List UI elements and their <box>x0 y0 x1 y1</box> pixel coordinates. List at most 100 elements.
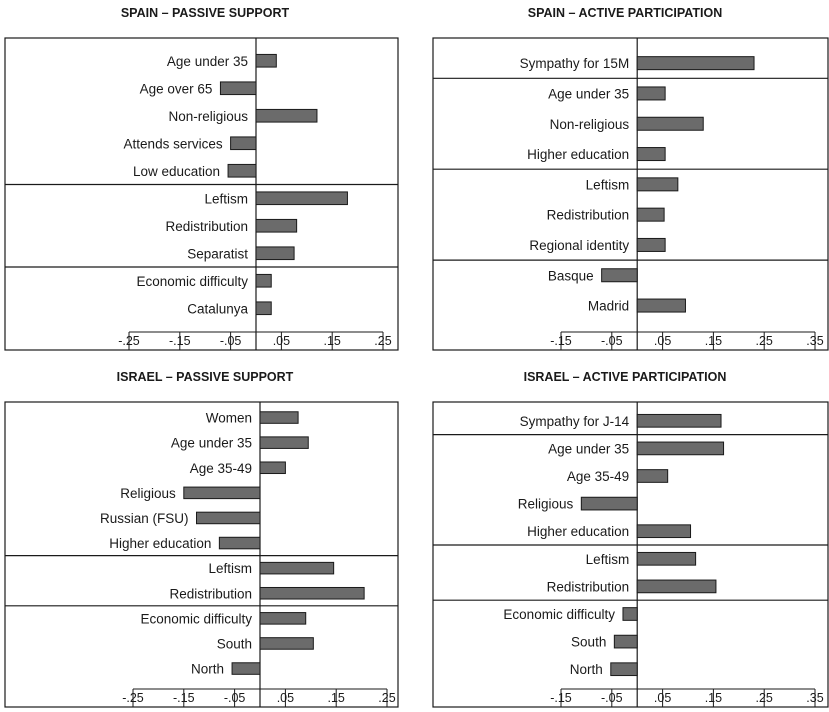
israel-passive-category-label: Higher education <box>109 536 211 551</box>
spain-passive-frame <box>4 37 399 351</box>
israel-active-bar <box>580 496 638 511</box>
israel-passive-x-tick-label: -.25 <box>122 691 144 705</box>
israel-active-frame <box>432 401 829 708</box>
spain-passive-title: SPAIN – PASSIVE SUPPORT <box>121 6 290 20</box>
israel-passive-bar <box>259 411 299 424</box>
spain-passive-x-tick-label: .15 <box>324 334 341 348</box>
spain-active-category-label: Higher education <box>527 147 629 162</box>
spain-active-category-label: Basque <box>548 268 594 283</box>
israel-active-category-label: Economic difficulty <box>503 607 615 622</box>
israel-active-bar <box>622 607 638 621</box>
israel-passive-category-label: Age 35-49 <box>190 461 252 476</box>
spain-active-bar <box>636 56 755 71</box>
spain-passive-category-label: Catalunya <box>187 301 248 316</box>
spain-active-category-label: Regional identity <box>529 238 629 253</box>
israel-passive-category-label: Women <box>206 411 252 426</box>
israel-active-bar <box>636 413 722 428</box>
israel-passive-title: ISRAEL – PASSIVE SUPPORT <box>117 370 294 384</box>
israel-active-bar <box>636 551 697 566</box>
israel-active-x-tick-label: .15 <box>705 691 722 705</box>
spain-active-bar <box>601 268 638 283</box>
spain-active-category-label: Leftism <box>586 177 630 192</box>
spain-passive-bar <box>255 218 298 233</box>
spain-active-bar <box>636 116 704 131</box>
israel-active-bar <box>636 579 717 594</box>
israel-passive-bar <box>218 536 261 550</box>
spain-active-bar <box>636 177 679 192</box>
spain-active-frame <box>432 37 829 351</box>
spain-passive-panel: SPAIN – PASSIVE SUPPORT Age under 35 Age o… <box>4 6 399 351</box>
israel-passive-category-label: Leftism <box>208 561 252 576</box>
spain-passive-x-tick-label: .05 <box>273 334 290 348</box>
spain-passive-category-label: Separatist <box>187 246 248 261</box>
israel-active-panel: ISRAEL – ACTIVE PARTICIPATION Sympathy fo… <box>432 370 829 708</box>
israel-active-category-label: South <box>571 635 606 650</box>
spain-active-title: SPAIN – ACTIVE PARTICIPATION <box>528 6 722 20</box>
israel-active-x-tick-label: .05 <box>654 691 671 705</box>
israel-active-category-label: North <box>570 662 603 677</box>
israel-active-category-label: Religious <box>518 497 574 512</box>
israel-passive-category-label: Redistribution <box>169 586 252 601</box>
spain-passive-x-tick-label: -.05 <box>220 334 242 348</box>
israel-passive-x-tick-label: .15 <box>328 691 345 705</box>
israel-passive-frame <box>4 401 399 708</box>
spain-active-bar <box>636 147 666 162</box>
israel-active-category-label: Redistribution <box>547 579 630 594</box>
spain-passive-category-label: Economic difficulty <box>136 274 248 289</box>
israel-active-bar <box>636 441 725 456</box>
spain-passive-bar <box>255 273 272 288</box>
israel-active-category-label: Sympathy for J-14 <box>520 414 630 429</box>
spain-active-x-tick-label: .35 <box>806 334 823 348</box>
spain-active-bar <box>636 207 665 222</box>
spain-active-category-label: Redistribution <box>547 208 630 223</box>
spain-active-category-label: Sympathy for 15M <box>520 56 630 71</box>
israel-active-category-label: Leftism <box>586 552 630 567</box>
spain-passive-category-label: Low education <box>133 164 220 179</box>
israel-active-category-label: Age 35-49 <box>567 469 629 484</box>
spain-active-x-tick-label: .15 <box>705 334 722 348</box>
israel-passive-bar <box>259 637 314 650</box>
israel-active-x-tick-label: -.05 <box>601 691 623 705</box>
israel-passive-bar <box>259 461 286 475</box>
israel-passive-bar <box>259 586 365 600</box>
spain-active-x-tick-label: .05 <box>654 334 671 348</box>
israel-passive-bar <box>259 612 307 625</box>
spain-active-x-tick-label: .25 <box>756 334 773 348</box>
spain-passive-category-label: Attends services <box>124 136 223 151</box>
israel-passive-x-tick-label: -.05 <box>224 691 246 705</box>
israel-passive-x-tick-label: -.15 <box>173 691 195 705</box>
spain-passive-x-tick-label: .25 <box>374 334 391 348</box>
spain-passive-x-tick-label: -.25 <box>118 334 140 348</box>
israel-passive-category-label: Economic difficulty <box>140 611 252 626</box>
spain-passive-x-tick-label: -.15 <box>169 334 191 348</box>
spain-passive-bar <box>255 53 277 68</box>
spain-active-panel: SPAIN – ACTIVE PARTICIPATION Sympathy for… <box>432 6 829 351</box>
spain-active-bar <box>636 237 666 252</box>
israel-passive-x-tick-label: .05 <box>277 691 294 705</box>
israel-active-x-tick-label: -.15 <box>550 691 572 705</box>
israel-passive-category-label: North <box>191 662 224 677</box>
spain-passive-bar <box>227 163 257 178</box>
israel-passive-panel: ISRAEL – PASSIVE SUPPORT Women Age under 3… <box>4 370 399 708</box>
israel-passive-bar <box>196 511 261 525</box>
spain-passive-bar <box>219 81 257 96</box>
israel-active-category-label: Age under 35 <box>548 441 629 456</box>
israel-passive-category-label: Age under 35 <box>171 436 252 451</box>
spain-active-category-label: Non-religious <box>550 117 630 132</box>
israel-passive-category-label: Russian (FSU) <box>100 511 189 526</box>
israel-active-x-tick-label: .35 <box>806 691 823 705</box>
israel-passive-bar <box>259 436 309 449</box>
spain-active-x-tick-label: -.05 <box>601 334 623 348</box>
israel-active-category-label: Higher education <box>527 524 629 539</box>
israel-active-bar <box>610 662 638 677</box>
israel-active-bar <box>636 524 692 539</box>
spain-passive-bar <box>255 108 318 123</box>
spain-passive-category-label: Leftism <box>204 191 248 206</box>
spain-passive-category-label: Age under 35 <box>167 54 248 69</box>
spain-active-category-label: Madrid <box>588 299 629 314</box>
israel-passive-x-tick-label: .25 <box>378 691 395 705</box>
spain-passive-bar <box>230 136 257 151</box>
spain-passive-bar <box>255 246 295 261</box>
israel-passive-bar <box>259 561 335 575</box>
spain-active-bar <box>636 298 686 313</box>
